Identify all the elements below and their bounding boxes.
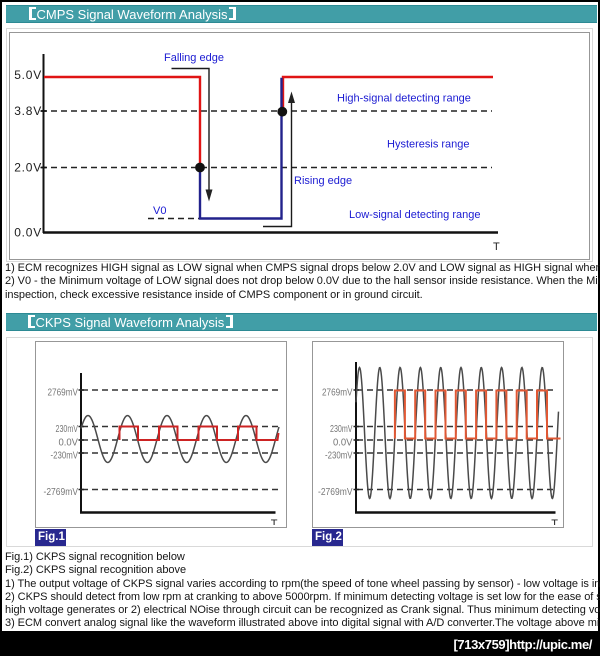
- svg-text:3.8V: 3.8V: [14, 104, 42, 118]
- svg-text:T: T: [493, 241, 500, 253]
- svg-text:Falling edge: Falling edge: [164, 52, 224, 64]
- svg-text:T: T: [271, 518, 278, 525]
- svg-text:0.0V: 0.0V: [59, 437, 79, 449]
- svg-text:2769mV: 2769mV: [48, 387, 79, 399]
- svg-text:230mV: 230mV: [330, 423, 353, 435]
- svg-text:0.0V: 0.0V: [14, 226, 42, 240]
- svg-text:2.0V: 2.0V: [14, 161, 42, 175]
- svg-text:T: T: [551, 518, 558, 525]
- svg-text:-2769mV: -2769mV: [318, 486, 353, 498]
- svg-text:-230mV: -230mV: [325, 450, 353, 462]
- svg-text:2769mV: 2769mV: [322, 387, 353, 399]
- svg-text:High-signal detecting range: High-signal detecting range: [337, 93, 471, 105]
- svg-text:0.0V: 0.0V: [333, 437, 353, 449]
- svg-text:Low-signal detecting range: Low-signal detecting range: [349, 209, 480, 221]
- svg-text:Hysteresis range: Hysteresis range: [387, 139, 470, 151]
- svg-text:-2769mV: -2769mV: [44, 486, 79, 498]
- svg-text:-230mV: -230mV: [51, 450, 79, 462]
- svg-text:V0: V0: [153, 205, 166, 217]
- svg-text:Rising edge: Rising edge: [294, 175, 352, 187]
- svg-text:230mV: 230mV: [56, 423, 79, 435]
- svg-text:5.0V: 5.0V: [14, 68, 42, 82]
